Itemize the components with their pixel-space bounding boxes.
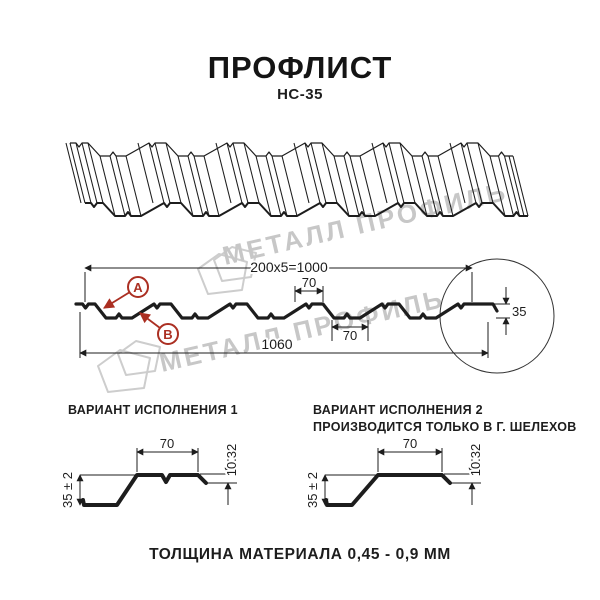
sheet-back-edge <box>70 142 513 157</box>
v2-dim-label-step: 10.32 <box>468 444 483 477</box>
v1-profile <box>81 473 208 507</box>
callout-a-label: А <box>133 280 143 295</box>
dim-label-rib-top: 70 <box>302 275 316 290</box>
v2-profile <box>324 473 452 507</box>
page-title: ПРОФЛИСТ <box>207 50 393 85</box>
v1-dim-label-step: 10.32 <box>224 444 239 477</box>
dim-label-height: 35 <box>512 304 526 319</box>
magnifier-circle <box>439 258 555 374</box>
variant-1-heading: ВАРИАНТ ИСПОЛНЕНИЯ 1 <box>68 403 238 417</box>
brand-logo-pentagon-icon <box>117 340 161 376</box>
variant-2-heading-line1: ВАРИАНТ ИСПОЛНЕНИЯ 2 <box>313 403 483 417</box>
v1-dim-label-top: 70 <box>160 436 174 451</box>
callout-a-arrow <box>103 291 131 309</box>
callout-b-label: В <box>163 327 172 342</box>
brand-logo-pentagon-icon <box>197 253 248 295</box>
variant-2-detail: 70 10.32 35 ± 2 <box>303 434 485 510</box>
v2-dim-label-top: 70 <box>403 436 417 451</box>
callout-b-arrow <box>139 312 161 329</box>
variant-2-heading: ВАРИАНТ ИСПОЛНЕНИЯ 2 ПРОИЗВОДИТСЯ ТОЛЬКО… <box>313 402 577 436</box>
dim-label-rib-bottom: 70 <box>343 328 357 343</box>
variant-1-detail: 70 10.32 35 ± 2 <box>58 434 241 510</box>
profile-cross-section <box>74 302 499 320</box>
dim-label-total-top: 200x5=1000 <box>250 259 328 275</box>
callout-b: В <box>139 312 179 345</box>
cross-section-view: 200x5=1000 70 70 1060 35 <box>74 257 555 374</box>
v1-dim-label-height: 35 ± 2 <box>60 472 75 508</box>
profile-model-subtitle: НС-35 <box>277 86 323 103</box>
dim-ext-lines <box>84 272 473 302</box>
watermark-text: МЕТАЛЛ ПРОФИЛЬ <box>220 176 511 271</box>
dim-label-overall-width: 1060 <box>261 336 292 352</box>
sheet-3d-view <box>65 142 529 217</box>
watermark-text: МЕТАЛЛ ПРОФИЛЬ <box>157 283 448 378</box>
v2-dim-label-height: 35 ± 2 <box>305 472 320 508</box>
callout-a: А <box>103 276 149 309</box>
callout-a-circle <box>127 276 149 298</box>
sheet-rib-lines <box>65 142 529 217</box>
material-thickness-note: ТОЛЩИНА МАТЕРИАЛА 0,45 - 0,9 ММ <box>149 546 451 563</box>
variant-2-heading-line2: ПРОИЗВОДИТСЯ ТОЛЬКО В Г. ШЕЛЕХОВ <box>313 420 577 434</box>
sheet-front-edge <box>85 202 528 217</box>
callout-b-circle <box>157 323 179 345</box>
